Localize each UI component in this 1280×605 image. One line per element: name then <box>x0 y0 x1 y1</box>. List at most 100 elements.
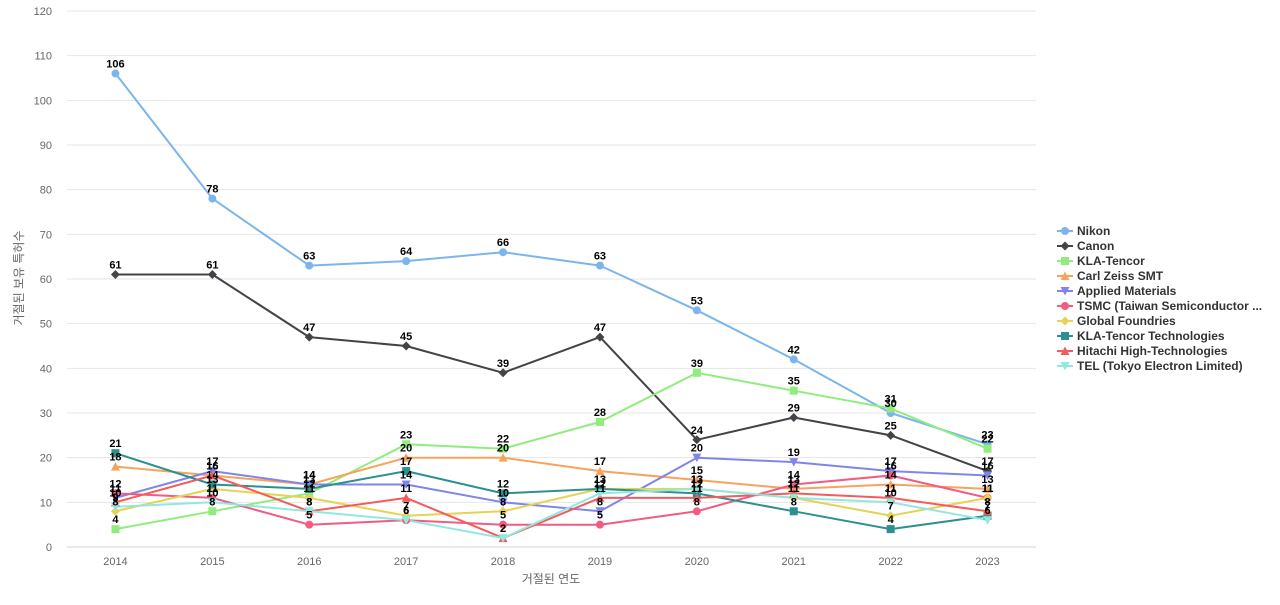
data-label: 11 <box>885 483 897 495</box>
data-label: 13 <box>691 474 703 486</box>
data-label: 23 <box>981 429 993 441</box>
legend-label: TEL (Tokyo Electron Limited) <box>1077 359 1243 373</box>
data-label: 61 <box>206 260 218 272</box>
data-label: 64 <box>400 246 413 258</box>
data-label: 11 <box>594 483 606 495</box>
series-line <box>114 456 989 490</box>
x-axis: 2014 2015 2016 2017 2018 2019 2020 2021 2022 2023 <box>67 546 1036 568</box>
data-point <box>886 471 895 480</box>
series-line <box>114 452 989 531</box>
data-point <box>886 404 895 413</box>
data-point <box>499 489 508 498</box>
data-label: 13 <box>303 474 315 486</box>
y-tick-label: 90 <box>40 140 52 152</box>
data-point <box>111 69 120 78</box>
x-tick-label: 2019 <box>588 556 612 568</box>
data-point <box>983 511 992 520</box>
data-point <box>983 516 993 525</box>
data-label: 11 <box>982 483 994 495</box>
data-label: 10 <box>109 487 121 499</box>
data-point <box>692 493 702 502</box>
x-tick-label: 2021 <box>782 556 806 568</box>
legend-item[interactable]: TSMC (Taiwan Semiconductor ... <box>1057 299 1262 313</box>
data-point <box>595 520 604 529</box>
data-label: 25 <box>885 420 897 432</box>
legend-label: Applied Materials <box>1077 284 1177 298</box>
data-point <box>207 471 217 480</box>
data-point <box>402 467 411 476</box>
data-point <box>595 261 604 270</box>
data-point <box>110 462 120 471</box>
data-point <box>498 368 508 378</box>
data-label: 13 <box>691 474 703 486</box>
data-label: 66 <box>497 237 509 249</box>
data-point <box>595 484 604 493</box>
legend-item[interactable]: Canon <box>1057 239 1114 253</box>
legend-symbol <box>1061 257 1069 265</box>
x-axis-title: 거절된 연도 <box>522 572 581 586</box>
data-label: 17 <box>885 456 897 468</box>
legend-item[interactable]: Applied Materials <box>1057 284 1177 298</box>
data-label: 8 <box>791 496 797 508</box>
y-tick-label: 100 <box>34 95 52 107</box>
legend-item[interactable]: Carl Zeiss SMT <box>1057 269 1164 283</box>
legend-item[interactable]: TEL (Tokyo Electron Limited) <box>1057 359 1243 373</box>
legend-item[interactable]: Global Foundries <box>1057 314 1176 328</box>
data-label: 8 <box>306 496 312 508</box>
data-label: 39 <box>691 358 703 370</box>
data-label: 17 <box>594 456 606 468</box>
data-point <box>789 507 798 516</box>
data-label: 7 <box>888 501 894 513</box>
y-axis: 0 10 20 30 40 50 60 70 80 90 100 110 120 <box>34 6 52 554</box>
x-tick-label: 2018 <box>491 556 515 568</box>
data-point <box>498 534 508 543</box>
data-label: 8 <box>984 496 990 508</box>
data-point <box>983 444 992 453</box>
data-point <box>208 480 217 489</box>
data-label: 20 <box>497 443 509 455</box>
data-point <box>498 498 508 507</box>
data-point <box>789 386 798 395</box>
data-point <box>983 471 993 481</box>
data-label: 5 <box>500 510 506 522</box>
legend-symbol <box>1060 241 1070 251</box>
series-line <box>114 474 989 526</box>
data-label: 22 <box>497 434 509 446</box>
data-label: 63 <box>594 251 606 263</box>
y-tick-label: 110 <box>34 51 52 63</box>
data-point <box>692 453 702 463</box>
legend-item[interactable]: KLA-Tencor Technologies <box>1057 329 1225 343</box>
data-point <box>207 270 217 280</box>
data-label: 10 <box>206 487 218 499</box>
legend-symbol <box>1060 362 1070 371</box>
data-label: 78 <box>206 184 218 196</box>
data-label: 24 <box>691 425 704 437</box>
data-label: 6 <box>403 505 409 517</box>
x-tick-label: 2015 <box>200 556 224 568</box>
data-point <box>789 484 799 493</box>
data-label: 11 <box>207 483 219 495</box>
data-label: 63 <box>303 251 315 263</box>
data-label: 14 <box>303 469 316 481</box>
series-line <box>114 371 989 531</box>
data-point <box>595 489 605 498</box>
data-label: 30 <box>885 398 897 410</box>
legend-item[interactable]: KLA-Tencor <box>1057 254 1145 268</box>
legend-item[interactable]: Hitachi High-Technologies <box>1057 344 1228 358</box>
data-point <box>692 475 702 484</box>
data-point <box>498 506 508 516</box>
data-label: 6 <box>984 505 990 517</box>
data-label: 18 <box>109 452 121 464</box>
data-point <box>789 458 799 467</box>
data-label: 12 <box>497 478 509 490</box>
data-point <box>208 507 217 516</box>
data-point <box>401 516 411 525</box>
legend-item[interactable]: Nikon <box>1057 224 1110 238</box>
data-point <box>692 368 701 377</box>
legend-symbol <box>1061 227 1069 235</box>
y-tick-label: 70 <box>40 229 52 241</box>
legend-symbol <box>1060 316 1070 326</box>
series-line <box>114 487 989 540</box>
series-line <box>114 456 989 513</box>
data-point <box>207 498 217 507</box>
